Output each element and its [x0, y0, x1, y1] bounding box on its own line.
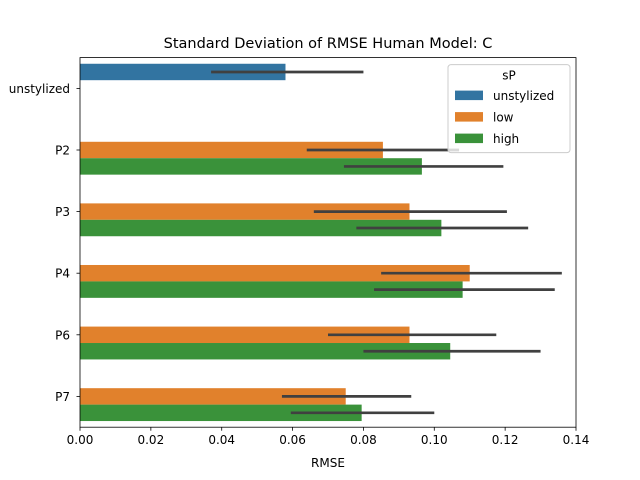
legend-swatch-low	[455, 112, 483, 122]
legend-label-low: low	[493, 111, 514, 125]
bar-high-P2	[80, 158, 422, 175]
x-tick-label: 0.08	[350, 433, 377, 447]
x-tick-label: 0.12	[492, 433, 519, 447]
x-axis-label: RMSE	[311, 456, 345, 470]
bar-high-P6	[80, 343, 451, 360]
x-tick-label: 0.04	[208, 433, 235, 447]
bar-high-P7	[80, 404, 362, 422]
y-tick-label: unstylized	[9, 82, 70, 96]
x-tick-label: 0.10	[421, 433, 448, 447]
bar-unstylized-unstylized	[80, 63, 286, 81]
legend-label-high: high	[493, 132, 519, 146]
y-tick-label: P6	[55, 328, 70, 342]
x-tick-label: 0.06	[279, 433, 306, 447]
bar-high-P4	[80, 281, 463, 298]
legend-swatch-unstylized	[455, 90, 483, 101]
bar-low-P7	[80, 388, 346, 405]
axes-frame	[79, 57, 577, 428]
x-tick-label: 0.00	[67, 433, 94, 447]
y-tick-label: P4	[55, 267, 70, 281]
bar-low-P4	[80, 264, 470, 282]
x-tick-label: 0.14	[563, 433, 590, 447]
bar-low-P2	[80, 141, 383, 159]
bar-low-P6	[80, 326, 410, 344]
legend-box	[447, 64, 571, 154]
plot-area: 0.00 0.02 0.04 0.06 0.08 0.10 0.12 0.14 unstyliz…	[9, 57, 590, 447]
chart-title: Standard Deviation of RMSE Human Model: …	[164, 36, 493, 52]
legend: sP unstylized low high	[447, 64, 571, 154]
y-tick-label: P2	[55, 144, 70, 158]
bar-high-P3	[80, 219, 442, 237]
x-tick-label: 0.02	[137, 433, 164, 447]
legend-swatch-high	[455, 133, 483, 144]
y-tick-label: P3	[55, 205, 70, 219]
legend-label-unstylized: unstylized	[493, 89, 554, 103]
y-tick-label: P7	[55, 390, 70, 404]
bar-low-P3	[80, 203, 410, 220]
legend-title: sP	[502, 69, 516, 83]
